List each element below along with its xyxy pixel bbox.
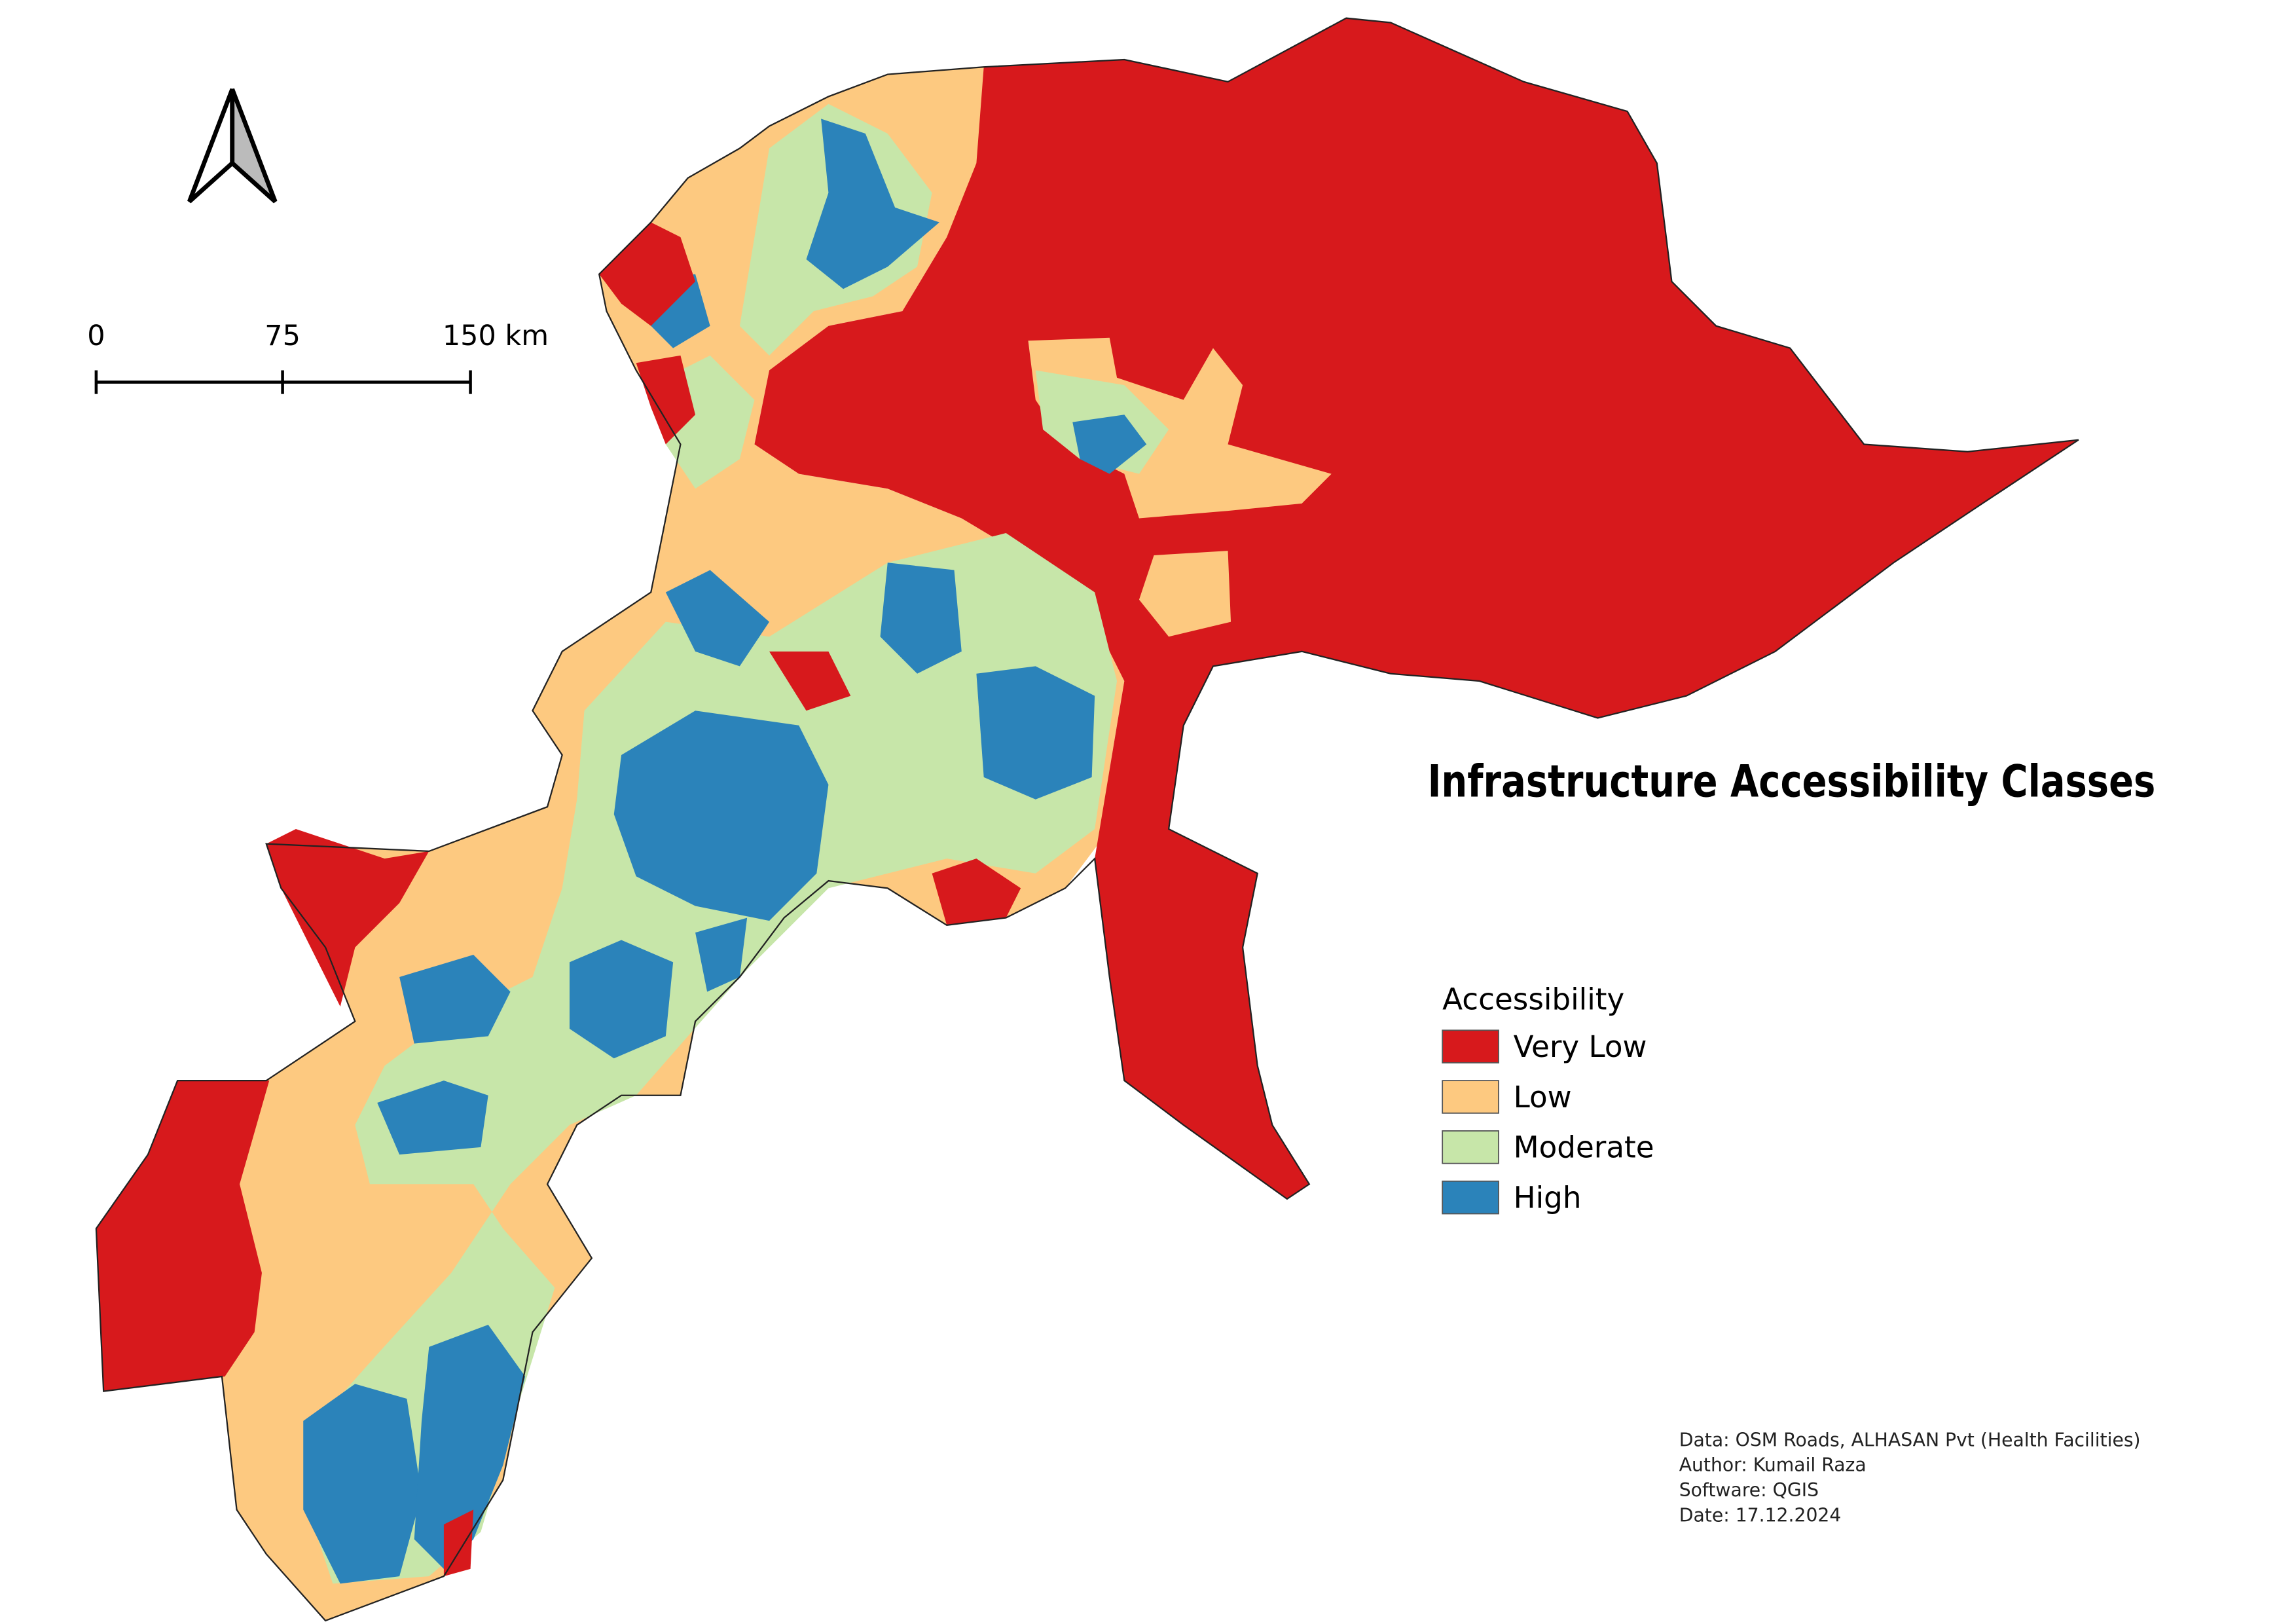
north-arrow <box>187 88 278 204</box>
region-high <box>880 563 962 674</box>
region-high <box>569 940 674 1059</box>
region-very-low <box>443 1509 474 1577</box>
region-high <box>414 1324 526 1569</box>
region-very-low <box>266 828 429 1007</box>
credit-line: Software: QGIS <box>1679 1479 1819 1501</box>
legend-label: High <box>1514 1180 1582 1215</box>
scale-label: 150 km <box>443 320 549 352</box>
region-low <box>1139 551 1231 637</box>
region-moderate <box>303 533 1118 1584</box>
region-very-low <box>599 222 696 326</box>
region-very-low <box>96 1080 270 1392</box>
legend-swatch <box>1442 1080 1499 1114</box>
credits: Data: OSM Roads, ALHASAN Pvt (Health Fac… <box>1679 1429 2141 1526</box>
legend-label: Low <box>1514 1080 1572 1115</box>
scale-bar <box>94 370 472 394</box>
legend-swatch <box>1442 1180 1499 1215</box>
legend-title: Accessibility <box>1442 982 1624 1017</box>
region-high <box>303 1384 422 1584</box>
legend-label: Very Low <box>1514 1029 1647 1064</box>
scale-label: 75 <box>264 320 301 352</box>
credit-line: Date: 17.12.2024 <box>1679 1505 1842 1526</box>
credit-line: Data: OSM Roads, ALHASAN Pvt (Health Fac… <box>1679 1429 2141 1450</box>
map <box>95 17 2079 1622</box>
region-very-low <box>932 858 1021 925</box>
legend: Very Low Low Moderate High <box>1442 1029 1654 1215</box>
region-high <box>976 666 1095 800</box>
region-high <box>613 710 829 921</box>
region-high <box>665 570 770 667</box>
scale-label: 0 <box>87 320 105 352</box>
region-very-low <box>769 651 851 711</box>
region-outline <box>95 17 2079 1622</box>
legend-swatch <box>1442 1029 1499 1063</box>
region-high <box>399 955 511 1044</box>
region-high <box>806 119 939 289</box>
region-very-low <box>636 355 696 445</box>
map-title: Infrastructure Accessibility Classes <box>1428 755 2156 807</box>
legend-label: Moderate <box>1514 1130 1654 1165</box>
region-very-low <box>754 18 2079 1199</box>
region-high <box>695 917 748 992</box>
region-high <box>377 1080 488 1155</box>
credit-line: Author: Kumail Raza <box>1679 1454 1867 1476</box>
legend-swatch <box>1442 1130 1499 1164</box>
